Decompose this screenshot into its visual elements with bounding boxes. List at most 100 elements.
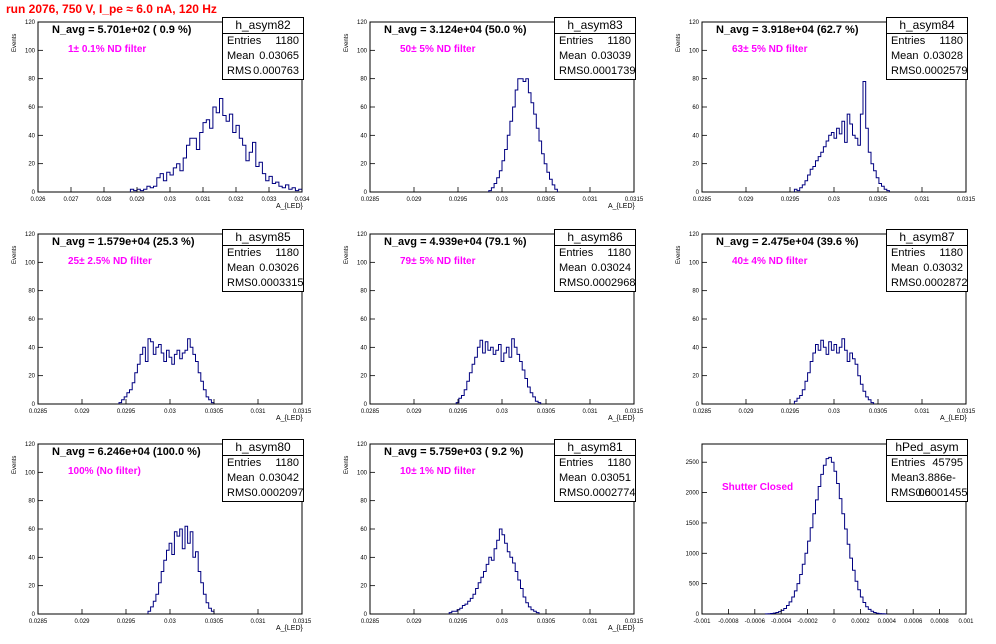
y-tick-label: 0 <box>32 190 36 196</box>
x-tick-label: 0.0285 <box>693 409 712 415</box>
x-tick-label: 0.0285 <box>361 409 380 415</box>
y-tick-label: 120 <box>357 442 368 448</box>
y-tick-label: 0 <box>364 402 368 408</box>
y-tick-label: 100 <box>357 48 368 54</box>
histogram-series <box>455 338 542 404</box>
x-tick-label: 0.029 <box>74 619 90 625</box>
x-tick-label: 0.0295 <box>781 409 800 415</box>
x-tick-label: 0.0305 <box>205 619 224 625</box>
stats-value-rms: 0.0003315 <box>251 277 304 289</box>
stats-value-rms: 0.0002097 <box>251 487 304 499</box>
y-tick-label: 20 <box>360 162 367 168</box>
stats-row-mean: Mean 0.03042 <box>223 471 303 486</box>
histogram-plot: 0.0285 0.029 0.0295 0.03 0.0305 0.031 0.0315 0 2… <box>689 20 976 203</box>
stats-row-mean: Mean 3.886e-06 <box>887 471 967 499</box>
n-avg-label: N_avg = 5.759e+03 ( 9.2 %) <box>384 446 524 458</box>
stats-row-rms: RMS 0.0002872 <box>887 276 967 291</box>
histogram-plot: 0.0285 0.029 0.0295 0.03 0.0305 0.031 0.0315 0 2… <box>25 232 312 415</box>
stats-label-mean: Mean <box>891 262 919 274</box>
x-tick-label: 0.0305 <box>869 197 888 203</box>
stats-label-rms: RMS <box>559 277 584 289</box>
histogram-plot: 0.026 0.027 0.028 0.029 0.03 0.031 0.032 0.033 0… <box>25 20 310 203</box>
stats-value-entries: 1180 <box>939 35 963 47</box>
y-tick-label: 60 <box>28 105 35 111</box>
y-axis-label: Events <box>344 455 350 474</box>
y-tick-label: 20 <box>360 584 367 590</box>
x-tick-label: 0.0315 <box>957 197 976 203</box>
y-tick-label: 20 <box>28 584 35 590</box>
x-tick-label: -0.001 <box>693 619 711 625</box>
x-tick-label: 0.031 <box>195 197 211 203</box>
x-tick-label: 0.029 <box>406 197 422 203</box>
stats-value-rms: 0.0001455 <box>915 487 968 499</box>
filter-label: Shutter Closed <box>722 482 794 493</box>
y-tick-label: 40 <box>692 133 699 139</box>
stats-value-rms: 0.0002579 <box>915 65 968 77</box>
stats-value-entries: 1180 <box>607 35 631 47</box>
y-tick-label: 60 <box>28 527 35 533</box>
x-tick-label: 0.031 <box>914 197 930 203</box>
x-tick-label: 0.031 <box>582 619 598 625</box>
y-tick-label: 80 <box>692 289 699 295</box>
filter-label: 10± 1% ND filter <box>400 466 476 477</box>
stats-label-rms: RMS <box>891 487 916 499</box>
x-tick-label: 0.0002 <box>851 619 870 625</box>
stats-value-entries: 1180 <box>607 247 631 259</box>
x-tick-label: 0.001 <box>958 619 974 625</box>
stats-value-mean: 0.03028 <box>923 50 963 62</box>
stats-value-mean: 0.03065 <box>259 50 299 62</box>
stats-value-mean: 0.03026 <box>259 262 299 274</box>
stats-label-rms: RMS <box>559 487 584 499</box>
x-tick-label: 0.0305 <box>537 409 556 415</box>
stats-row-entries: Entries 1180 <box>223 34 303 49</box>
histogram-panel: 0.0285 0.029 0.0295 0.03 0.0305 0.031 0.0315 0 2… <box>332 222 664 434</box>
filter-label: 100% (No filter) <box>68 466 141 477</box>
y-tick-label: 120 <box>357 232 368 238</box>
x-tick-label: 0.0315 <box>625 197 644 203</box>
x-tick-label: -0.0004 <box>771 619 792 625</box>
x-tick-label: 0.033 <box>261 197 277 203</box>
y-axis-label: Events <box>344 33 350 52</box>
n-avg-label: N_avg = 5.701e+02 ( 0.9 %) <box>52 24 192 36</box>
y-tick-label: 60 <box>360 317 367 323</box>
stats-row-mean: Mean 0.03051 <box>555 471 635 486</box>
stats-value-entries: 1180 <box>275 457 299 469</box>
stats-value-entries: 1180 <box>275 247 299 259</box>
x-tick-label: 0.026 <box>30 197 46 203</box>
filter-label: 63± 5% ND filter <box>732 44 808 55</box>
y-tick-label: 120 <box>357 20 368 26</box>
y-tick-label: 100 <box>689 48 700 54</box>
stats-row-rms: RMS 0.0002774 <box>555 486 635 501</box>
n-avg-label: N_avg = 3.918e+04 (62.7 %) <box>716 24 859 36</box>
n-avg-label: N_avg = 1.579e+04 (25.3 %) <box>52 236 195 248</box>
y-tick-label: 120 <box>25 232 36 238</box>
y-tick-label: 60 <box>692 105 699 111</box>
histogram-plot: 0.0285 0.029 0.0295 0.03 0.0305 0.031 0.0315 0 2… <box>689 232 976 415</box>
stats-value-entries: 1180 <box>939 247 963 259</box>
y-tick-label: 40 <box>692 345 699 351</box>
stats-row-mean: Mean 0.03032 <box>887 261 967 276</box>
stats-value-rms: 0.0001739 <box>583 65 636 77</box>
y-tick-label: 40 <box>28 345 35 351</box>
histogram-panel: 0.0285 0.029 0.0295 0.03 0.0305 0.031 0.0315 0 2… <box>664 10 996 222</box>
y-tick-label: 0 <box>364 612 368 618</box>
stats-value-mean: 0.03024 <box>591 262 631 274</box>
stats-label-entries: Entries <box>559 457 594 469</box>
n-avg-label: N_avg = 6.246e+04 (100.0 %) <box>52 446 201 458</box>
x-tick-label: 0.027 <box>63 197 79 203</box>
histogram-name: h_asym81 <box>555 440 635 456</box>
stats-row-mean: Mean 0.03026 <box>223 261 303 276</box>
stats-value-rms: 0.0002872 <box>915 277 968 289</box>
x-tick-label: 0.031 <box>250 409 266 415</box>
histogram-series <box>129 98 303 192</box>
histogram-name: h_asym87 <box>887 230 967 246</box>
stats-value-mean: 3.886e-06 <box>918 472 956 499</box>
stats-label-mean: Mean <box>227 50 255 62</box>
stats-row-mean: Mean 0.03028 <box>887 49 967 64</box>
n-avg-label: N_avg = 4.939e+04 (79.1 %) <box>384 236 527 248</box>
x-axis-label: A_{LED} <box>608 415 635 422</box>
histogram-series <box>764 456 888 615</box>
y-axis-label: Events <box>12 245 18 264</box>
stats-row-entries: Entries 1180 <box>555 246 635 261</box>
x-tick-label: 0.028 <box>96 197 112 203</box>
